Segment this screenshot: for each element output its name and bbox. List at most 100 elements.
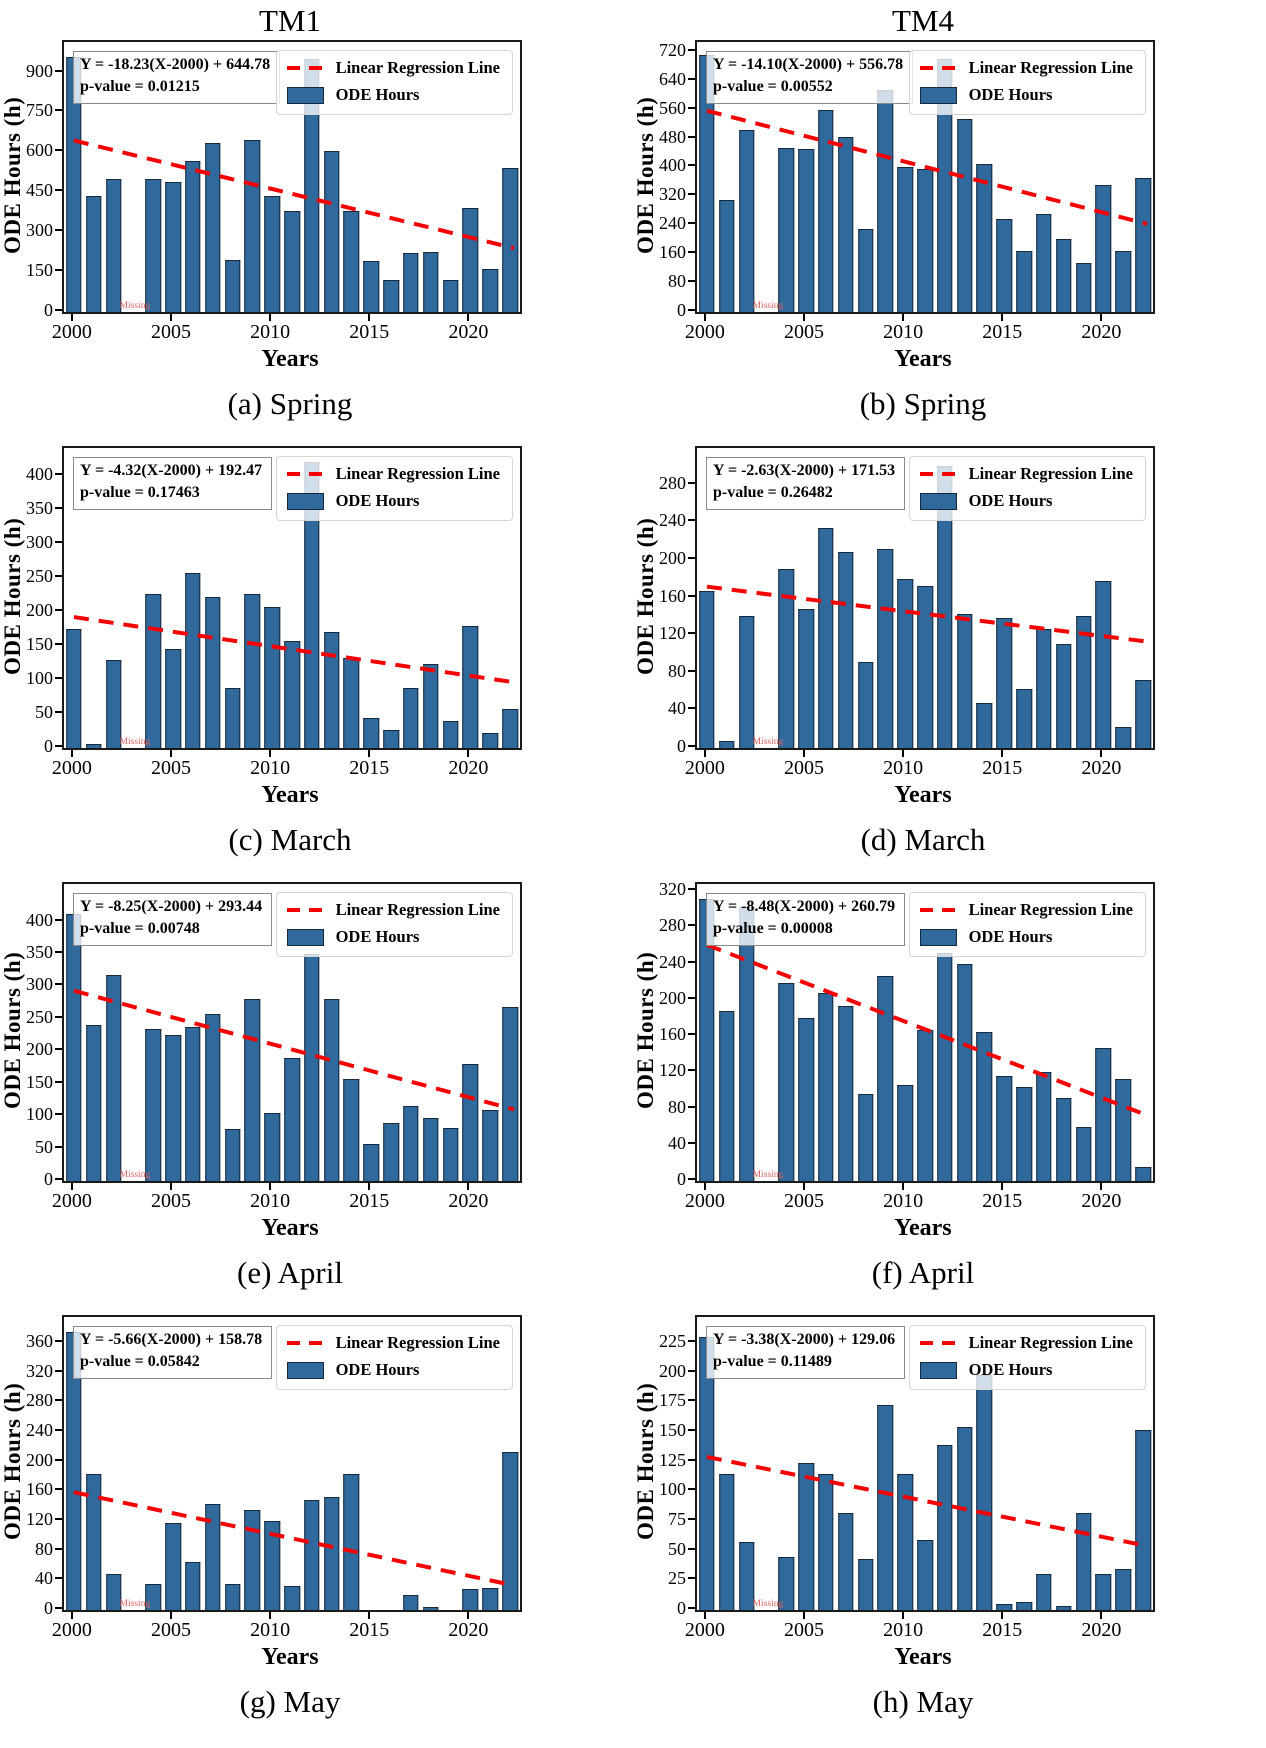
bar-year-2010: [897, 1085, 913, 1181]
y-tick-mark: [55, 642, 62, 645]
bar-year-2001: [85, 1025, 102, 1181]
x-tick-label: 2010: [250, 1190, 291, 1212]
plot-area-h: Missing Y = -3.38(X-2000) + 129.06 p-value…: [695, 1315, 1155, 1612]
p-value-text: p-value = 0.26482: [713, 484, 833, 502]
y-tick-mark: [55, 1607, 62, 1609]
x-tick-label: 2005: [151, 1190, 192, 1212]
red-dash-icon: [919, 472, 957, 476]
y-tick-label: 100: [26, 1104, 53, 1125]
bar-year-2010: [264, 1112, 280, 1181]
bar-year-2014: [343, 1474, 360, 1610]
legend-a: Linear Regression Line ODE Hours: [275, 50, 513, 115]
regression-line-f: [706, 942, 1148, 1118]
legend-label-regression: Linear Regression Line: [335, 58, 500, 77]
bar-year-2008: [224, 1584, 241, 1610]
bar-year-2022: [1135, 178, 1151, 312]
bar-year-2010: [264, 1521, 280, 1610]
bar-year-2017: [403, 252, 419, 312]
bar-year-2008: [857, 1094, 874, 1181]
bar-year-2017: [1036, 213, 1052, 312]
legend-label-ode-hours: ODE Hours: [335, 927, 420, 946]
regression-equation: Y = -14.10(X-2000) + 556.78: [713, 56, 904, 73]
bar-year-2015: [363, 718, 380, 748]
legend-label-ode-hours: ODE Hours: [335, 1360, 420, 1379]
bar-year-2018: [423, 251, 439, 312]
x-tick-label: 2005: [151, 757, 192, 779]
plot-area-b: Missing Y = -14.10(X-2000) + 556.78 p-valu…: [695, 40, 1155, 314]
x-axis-e: 2000 2005 2010 2015 2020: [52, 1183, 518, 1213]
legend-label-regression: Linear Regression Line: [968, 900, 1133, 919]
y-tick-mark: [55, 1428, 62, 1431]
missing-data-label: Missing: [119, 737, 151, 747]
y-tick-mark: [688, 48, 695, 51]
y-tick-mark: [55, 506, 62, 509]
bar-year-2007: [204, 1503, 221, 1610]
red-dash-icon: [286, 908, 324, 912]
x-tick-mark: [70, 750, 73, 757]
y-axis-label: ODE Hours (h): [633, 96, 658, 254]
x-tick-label: 2010: [250, 1619, 291, 1641]
y-tick-label: 0: [677, 300, 686, 320]
y-tick-mark: [55, 189, 62, 192]
y-tick-mark: [55, 472, 62, 475]
y-tick-mark: [688, 77, 695, 80]
bar-year-2008: [224, 1129, 241, 1181]
figure-body-d: ODE Hours (h) 0 40 80 120 160 200 240 280 Missing…: [633, 446, 1266, 756]
bar-year-2006: [185, 160, 201, 312]
x-tick-mark: [269, 1183, 272, 1190]
x-tick-label: 2015: [349, 1619, 390, 1641]
red-dash-icon: [286, 1341, 324, 1345]
legend-entry-ode-hours: ODE Hours: [286, 85, 500, 105]
x-tick-label: 2010: [883, 1619, 924, 1641]
bar-year-2001: [85, 743, 102, 748]
y-tick-label: 360: [26, 1330, 53, 1351]
bar-year-2012: [937, 1445, 953, 1610]
y-tick-label: 480: [659, 126, 686, 147]
bar-year-2018: [1056, 1097, 1072, 1181]
chart-b: TM4 ODE Hours (h) 0 80 160 240 320 400 480 560 640…: [633, 2, 1266, 422]
bar-year-2017: [1036, 1072, 1052, 1181]
y-tick-mark: [55, 745, 62, 747]
x-tick-mark: [703, 1612, 706, 1619]
regression-equation: Y = -4.32(X-2000) + 192.47: [80, 462, 263, 479]
y-tick-label: 160: [659, 242, 686, 263]
bar-year-2004: [145, 1584, 161, 1610]
bar-year-2009: [244, 594, 261, 748]
y-axis-g: 0 40 80 120 160 200 240 280 320 360: [26, 1315, 62, 1618]
legend-entry-regression: Linear Regression Line: [919, 58, 1133, 78]
bar-year-2022: [1135, 680, 1151, 748]
x-tick-label: 2000: [51, 757, 92, 779]
bar-year-2009: [877, 975, 894, 1181]
x-tick-mark: [902, 1612, 905, 1619]
y-tick-label: 250: [26, 565, 53, 586]
x-tick-label: 2010: [250, 757, 291, 779]
bar-year-2002: [105, 974, 122, 1181]
annotation-box-b: Y = -14.10(X-2000) + 556.78 p-value = 0.0…: [706, 51, 914, 104]
y-tick-label: 150: [26, 1071, 53, 1092]
bar-year-2013: [956, 119, 973, 312]
bar-year-2019: [1075, 616, 1092, 748]
missing-data-label: Missing: [752, 737, 784, 747]
y-tick-mark: [55, 309, 62, 311]
bar-year-2021: [482, 1109, 498, 1181]
annotation-box-c: Y = -4.32(X-2000) + 192.47 p-value = 0.17…: [73, 457, 273, 510]
red-dash-icon: [286, 66, 324, 70]
bar-year-2002: [738, 1542, 755, 1610]
y-tick-label: 40: [35, 1568, 53, 1589]
bar-year-2020: [462, 1589, 479, 1610]
y-tick-mark: [688, 222, 695, 225]
x-axis-f: 2000 2005 2010 2015 2020: [685, 1183, 1151, 1213]
bar-year-2006: [185, 1026, 201, 1181]
bar-year-2004: [145, 179, 161, 312]
y-tick-mark: [688, 1607, 695, 1609]
bar-year-2020: [1095, 580, 1112, 748]
x-axis-b: 2000 2005 2010 2015 2020: [685, 314, 1151, 344]
x-tick-label: 2000: [51, 1619, 92, 1641]
x-tick-label: 2015: [982, 1619, 1023, 1641]
y-axis-e: 0 50 100 150 200 250 300 350 400: [26, 882, 62, 1189]
bar-year-2011: [917, 169, 933, 312]
red-dash-icon: [919, 66, 957, 70]
x-tick-label: 2005: [784, 1619, 825, 1641]
bar-year-2006: [818, 1473, 834, 1610]
bar-year-2010: [264, 196, 280, 312]
